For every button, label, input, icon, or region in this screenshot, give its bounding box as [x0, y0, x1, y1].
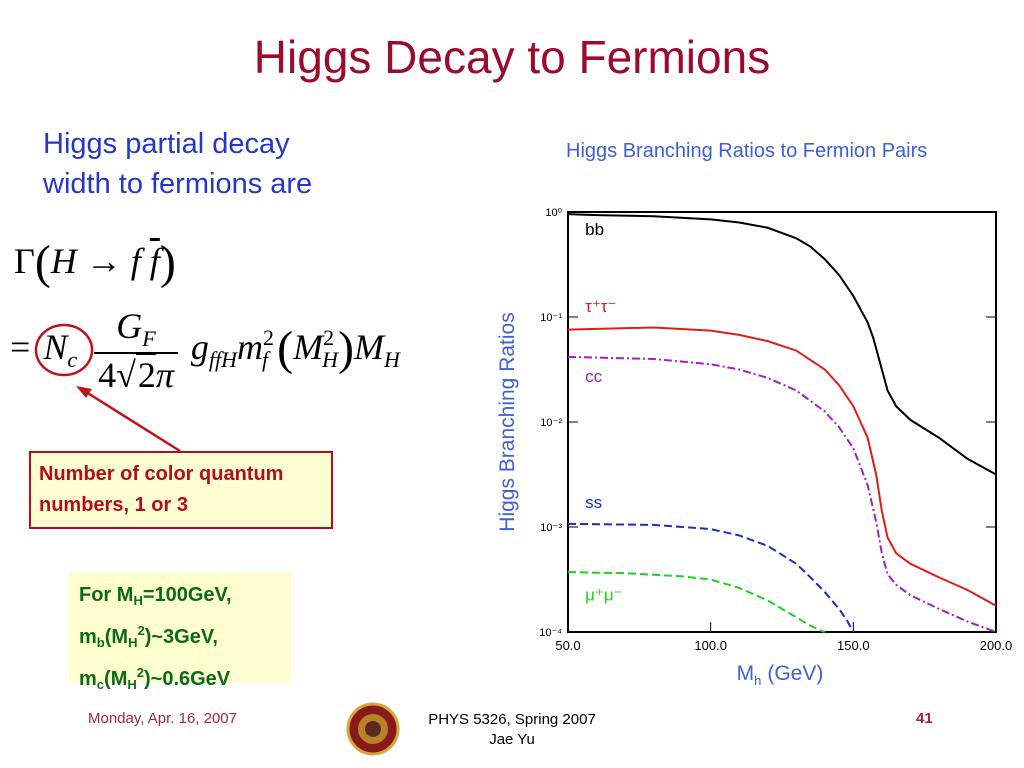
text: )~3GeV,	[144, 626, 218, 648]
footer-date: Monday, Apr. 16, 2007	[88, 710, 237, 727]
x-tick-label: 150.0	[837, 638, 870, 653]
series-label: τ⁺τ⁻	[585, 297, 616, 316]
text: H	[133, 593, 143, 608]
text: )~0.6GeV	[143, 668, 231, 690]
x-axis-label: Mh (GeV)	[737, 662, 824, 688]
text: 2	[136, 665, 144, 680]
x-axis-unit: (GeV)	[767, 662, 823, 685]
color-quantum-callout: Number of color quantum numbers, 1 or 3	[29, 451, 333, 529]
nc-circle	[35, 323, 94, 377]
branching-ratio-chart: 10⁰ 10⁻¹ 10⁻² 10⁻³ 10⁻⁴50.0 100.0 150.0 200.0 b…	[496, 207, 1013, 688]
text: 2	[137, 623, 145, 638]
text: H	[127, 677, 137, 692]
series-label: bb	[585, 220, 604, 239]
equation-partial-width: Γ(H → f f)	[14, 236, 176, 289]
x-axis-subscript: h	[754, 673, 761, 688]
series-line	[567, 355, 997, 633]
series-line	[567, 522, 855, 633]
university-seal-icon	[346, 702, 400, 756]
y-tick-label: 10⁻¹	[540, 312, 562, 324]
plot-frame	[567, 211, 997, 633]
series-line	[567, 571, 826, 633]
footer-page-number: 41	[916, 710, 933, 727]
y-tick-label: 10⁻²	[540, 417, 562, 429]
text: m	[79, 626, 97, 648]
equation-width-formula: = Nc GF 4√2π gffHm2f (M2H)MH	[10, 306, 400, 395]
series-label: cc	[585, 367, 603, 386]
intro-text: Higgs partial decay width to fermions ar…	[43, 128, 313, 200]
slide-title: Higgs Decay to Fermions	[253, 31, 771, 83]
text: (M	[104, 626, 129, 648]
text: m	[79, 668, 97, 690]
text: H	[128, 635, 138, 650]
chart-title: Higgs Branching Ratios to Fermion Pairs	[566, 140, 928, 162]
y-tick-label: 10⁰	[545, 207, 562, 219]
x-tick-label: 100.0	[694, 638, 727, 653]
text: =100GeV,	[142, 584, 232, 606]
footer-course-name: PHYS 5326, Spring 2007	[428, 711, 596, 728]
text: c	[96, 677, 105, 692]
text: b	[96, 635, 105, 650]
series-label: μ⁺μ⁻	[585, 586, 623, 605]
footer-author: Jae Yu	[489, 731, 535, 748]
mass-line-1: For MH=100GeV,	[79, 580, 281, 616]
text: (M	[104, 668, 128, 690]
mass-line-3: mc(MH2)~0.6GeV	[79, 658, 281, 700]
series-line	[567, 326, 997, 607]
series-label: ss	[585, 493, 602, 512]
text: For M	[79, 584, 134, 606]
y-axis-label: Higgs Branching Ratios	[496, 312, 519, 531]
mass-line-2: mb(MH2)~3GeV,	[79, 616, 281, 658]
x-axis-symbol: M	[737, 662, 755, 685]
footer-course: PHYS 5326, Spring 2007 Jae Yu	[412, 710, 612, 750]
mass-values-box: For MH=100GeV, mb(MH2)~3GeV, mc(MH2)~0.6…	[69, 572, 291, 692]
x-tick-label: 200.0	[980, 638, 1013, 653]
series-line	[567, 213, 997, 476]
y-tick-label: 10⁻³	[540, 522, 562, 534]
y-tick-label: 10⁻⁴	[539, 627, 562, 639]
x-tick-label: 50.0	[555, 638, 580, 653]
